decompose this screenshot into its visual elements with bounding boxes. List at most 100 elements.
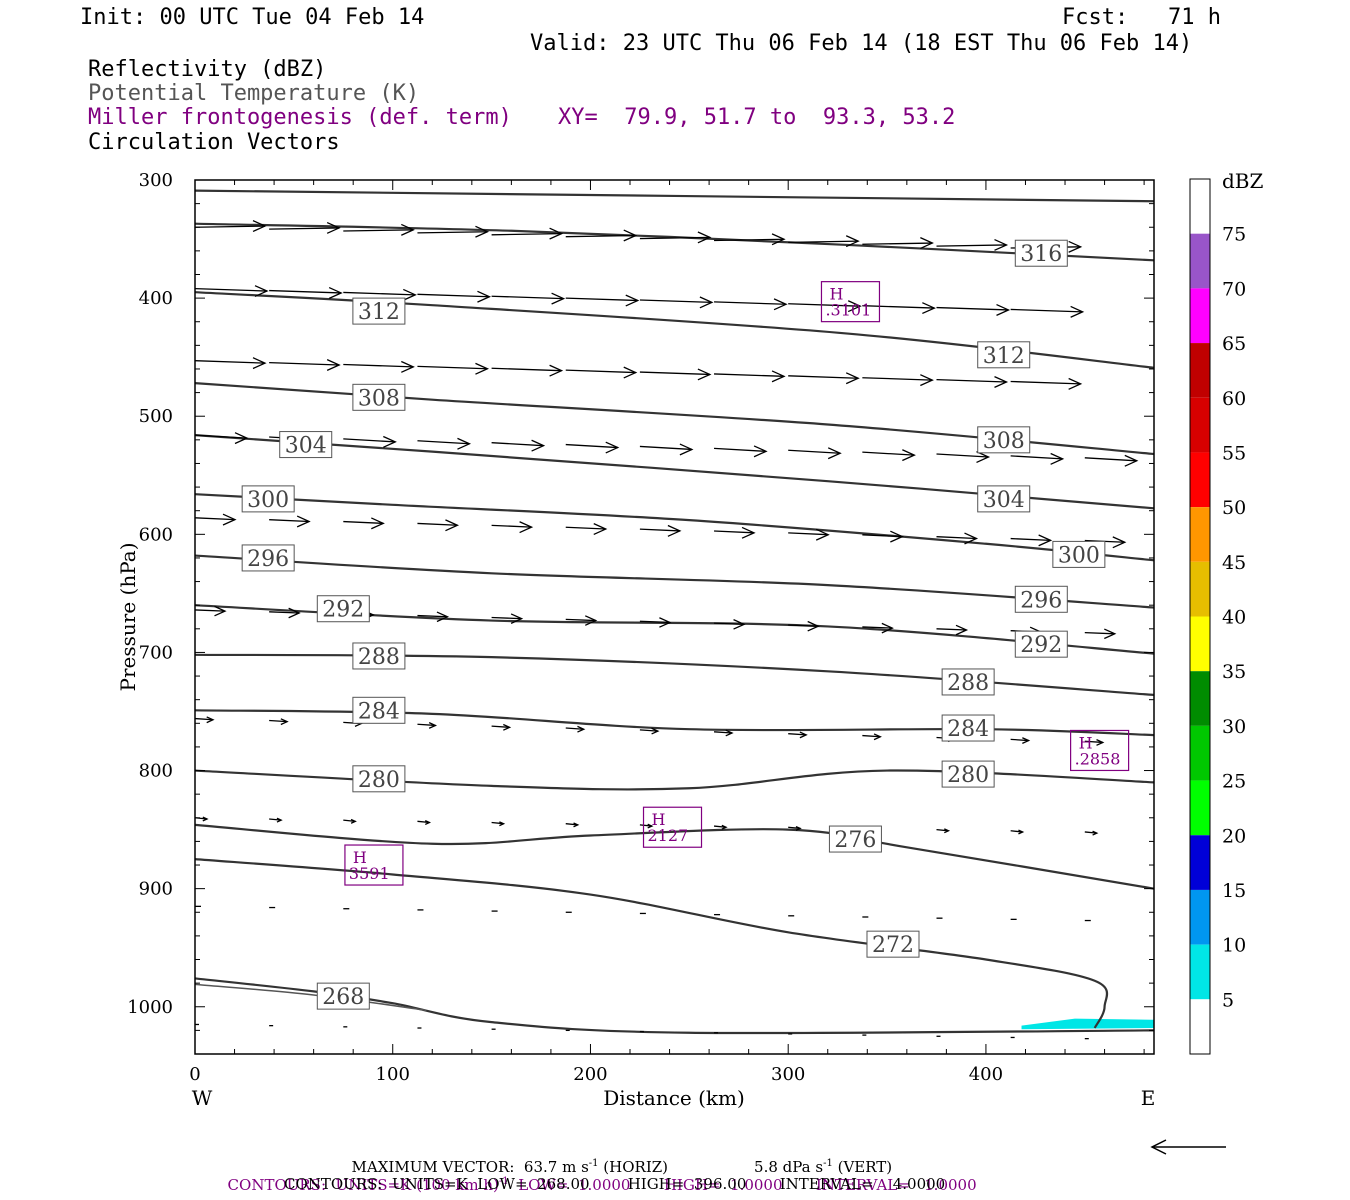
circulation-vector-head <box>623 229 638 242</box>
isentrope-label: 316 <box>1020 242 1062 267</box>
circulation-vector-head <box>551 292 566 305</box>
y-tick-label: 600 <box>139 524 173 545</box>
circulation-vector-head <box>697 368 712 381</box>
y-tick-label: 700 <box>139 642 173 663</box>
circulation-vector-head <box>955 624 969 636</box>
frontogenesis-max-marker: H <box>353 848 367 867</box>
circulation-vector-head <box>280 718 289 726</box>
circulation-vector-head <box>531 439 546 452</box>
circulation-vector <box>491 616 522 620</box>
circulation-vector <box>714 447 767 452</box>
circulation-vector <box>788 449 841 454</box>
circulation-vector <box>269 289 342 294</box>
circulation-vector <box>343 438 396 443</box>
circulation-vector-head <box>1104 628 1117 640</box>
x-axis-title: Distance (km) <box>603 1086 745 1110</box>
circulation-vector <box>491 442 544 447</box>
circulation-vector-head <box>326 221 341 234</box>
y-tick-label: 400 <box>139 288 173 309</box>
circulation-vector <box>491 367 562 372</box>
isentrope-label: 288 <box>947 671 989 696</box>
isentrope-label-box <box>352 642 406 670</box>
circulation-vector-head <box>976 451 991 464</box>
circulation-vector <box>862 451 915 456</box>
circulation-vector <box>1010 738 1029 742</box>
y-tick-label: 500 <box>139 406 173 427</box>
circulation-vector <box>1010 380 1081 385</box>
isentrope-label: 276 <box>834 828 876 853</box>
isentrope-label: 268 <box>322 985 364 1010</box>
circulation-vector <box>565 618 596 622</box>
circulation-vector-head <box>659 617 672 628</box>
colorbar-label: 60 <box>1222 388 1246 410</box>
isentrope-280 <box>194 769 1155 791</box>
isentrope-label-box <box>941 668 995 696</box>
reflectivity-patch <box>1021 1018 1154 1030</box>
circulation-vector <box>565 727 584 730</box>
y-tick-label: 1000 <box>127 997 173 1018</box>
circulation-vector-head <box>964 532 979 545</box>
circulation-vector-head <box>697 231 712 244</box>
circulation-vector-head <box>383 435 397 448</box>
frontogenesis-max-box <box>642 806 703 848</box>
circulation-vector <box>417 723 436 727</box>
contours-theta: CONTOURS: UNITS=K LOW= 268.00 HIGH= 396.… <box>284 1175 946 1193</box>
colorbar-swatch <box>1190 835 1210 890</box>
colorbar-label: 55 <box>1222 442 1246 464</box>
circulation-vector-head <box>827 447 842 460</box>
circulation-vector-head <box>222 513 237 526</box>
colorbar-swatch <box>1190 944 1210 1000</box>
circulation-vector-head <box>733 619 746 630</box>
circulation-vector <box>491 725 510 728</box>
colorbar-swatch <box>1190 452 1210 508</box>
y-tick-label: 300 <box>139 170 173 191</box>
circulation-vector <box>194 434 248 439</box>
colorbar-label: 10 <box>1222 935 1246 957</box>
frontogenesis-max-value: .2858 <box>1075 749 1121 768</box>
circulation-vector <box>194 717 214 721</box>
circulation-vector <box>343 363 414 368</box>
circulation-vector <box>417 522 458 526</box>
circulation-vector <box>1084 740 1103 744</box>
colorbar-swatch <box>1190 179 1210 234</box>
colorbar-swatch <box>1190 233 1210 289</box>
colorbar-label: 50 <box>1222 497 1246 519</box>
circulation-vector-head <box>815 528 830 541</box>
field-potential-temperature: Potential Temperature (K) <box>88 81 420 106</box>
circulation-vector <box>788 375 859 379</box>
colorbar-label: 75 <box>1222 224 1246 246</box>
circulation-vector-head <box>647 823 654 829</box>
contours-frontogenesis: CONTOURS: UNITS=K (100 km h)-1 LOW= 1.00… <box>227 1176 977 1194</box>
circulation-vector <box>936 628 967 631</box>
circulation-vector-head <box>573 822 580 828</box>
circulation-vector <box>1084 457 1137 462</box>
circulation-vector <box>269 611 300 614</box>
circulation-vector <box>936 536 977 540</box>
isentrope-276 <box>194 823 1155 890</box>
isentrope-label-box <box>241 544 295 572</box>
x-tick-label: 300 <box>771 1064 805 1085</box>
colorbar-swatch <box>1190 397 1210 453</box>
frontogenesis-max-marker: H <box>829 285 843 304</box>
circulation-vector <box>194 360 266 364</box>
forecast-hour: 71 h <box>1168 5 1221 30</box>
isentrope-label-box <box>241 485 295 513</box>
x-tick-label: 200 <box>573 1064 607 1085</box>
circulation-vector-head <box>725 729 734 737</box>
isentrope-label-box <box>1052 540 1106 568</box>
circulation-vector-head <box>679 443 694 456</box>
circulation-vector-head <box>902 449 916 462</box>
isentrope-label-box <box>1014 630 1068 658</box>
circulation-vector <box>1010 308 1083 313</box>
circulation-vector-head <box>771 233 786 246</box>
circulation-vector-head <box>202 816 209 822</box>
colorbar-swatch <box>1190 671 1210 726</box>
colorbar-label: 45 <box>1222 552 1246 574</box>
reference-vector <box>1150 1139 1226 1155</box>
circulation-vector <box>788 733 807 736</box>
circulation-vector-layer <box>194 220 1139 1040</box>
circulation-vector-head <box>593 523 608 536</box>
colorbar-swatch <box>1190 507 1210 562</box>
field-reflectivity: Reflectivity (dBZ) <box>88 57 327 82</box>
colorbar-swatch <box>1190 561 1210 617</box>
